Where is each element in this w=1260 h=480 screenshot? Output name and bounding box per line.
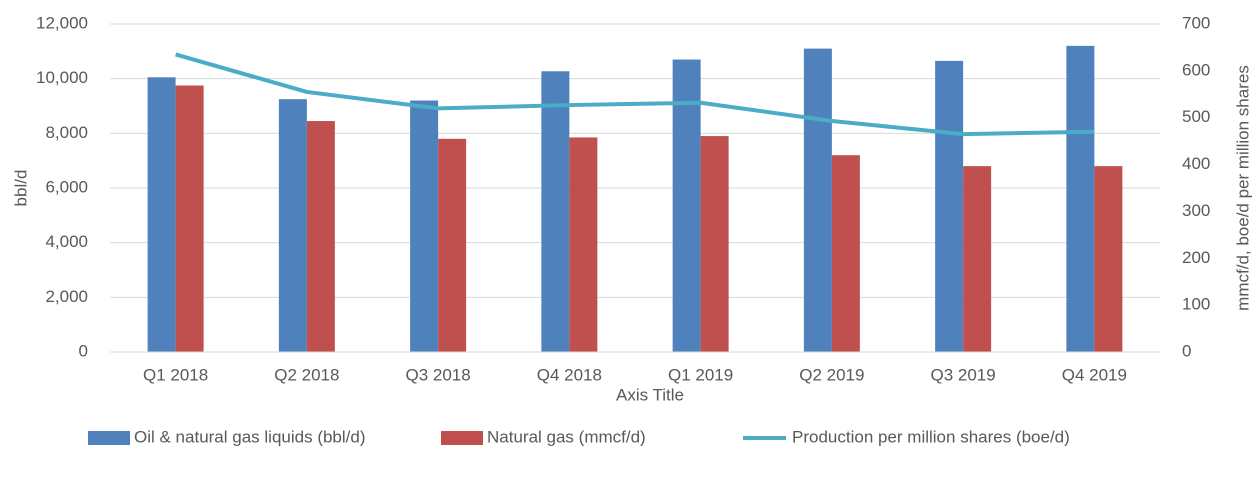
bar (278, 99, 307, 353)
x-axis-title: Axis Title (616, 385, 684, 404)
y2-tick-label: 700 (1182, 13, 1210, 32)
bar (700, 136, 729, 352)
y2-tick-label: 500 (1182, 107, 1210, 126)
bar (1066, 45, 1095, 352)
bar (803, 48, 832, 352)
y-tick-label: 8,000 (45, 123, 88, 142)
bar (831, 155, 860, 352)
y2-tick-label: 400 (1182, 154, 1210, 173)
legend-swatch (441, 431, 483, 445)
legend-label: Oil & natural gas liquids (bbl/d) (134, 427, 366, 446)
y2-tick-label: 300 (1182, 201, 1210, 220)
y-axis-title: bbl/d (11, 170, 30, 207)
bar (147, 77, 176, 353)
bar (438, 138, 467, 352)
y2-axis-title: mmcf/d, boe/d per million shares (1233, 65, 1252, 311)
y-tick-label: 2,000 (45, 287, 88, 306)
y2-tick-label: 200 (1182, 248, 1210, 267)
y2-tick-label: 0 (1182, 341, 1191, 360)
y-tick-label: 0 (79, 341, 88, 360)
line-series (175, 52, 1095, 137)
x-tick-label: Q1 2019 (668, 365, 733, 384)
x-tick-label: Q1 2018 (143, 365, 208, 384)
x-tick-label: Q2 2018 (274, 365, 339, 384)
bar (672, 59, 701, 353)
bar (306, 121, 335, 353)
bar (1094, 166, 1123, 352)
y-tick-label: 4,000 (45, 232, 88, 251)
legend-swatch (88, 431, 130, 445)
y2-tick-label: 100 (1182, 295, 1210, 314)
y-tick-label: 10,000 (36, 68, 88, 87)
bar (410, 100, 439, 353)
bar (175, 85, 204, 352)
y-tick-label: 6,000 (45, 177, 88, 196)
bar (963, 166, 992, 352)
x-tick-label: Q2 2019 (799, 365, 864, 384)
x-tick-label: Q3 2018 (406, 365, 471, 384)
bar (541, 71, 570, 352)
legend-label: Production per million shares (boe/d) (792, 427, 1070, 446)
x-tick-label: Q4 2018 (537, 365, 602, 384)
bar (935, 60, 964, 353)
bar (569, 137, 598, 352)
y-tick-label: 12,000 (36, 13, 88, 32)
x-tick-label: Q4 2019 (1062, 365, 1127, 384)
legend-label: Natural gas (mmcf/d) (487, 427, 646, 446)
x-tick-label: Q3 2019 (931, 365, 996, 384)
y2-tick-label: 600 (1182, 60, 1210, 79)
